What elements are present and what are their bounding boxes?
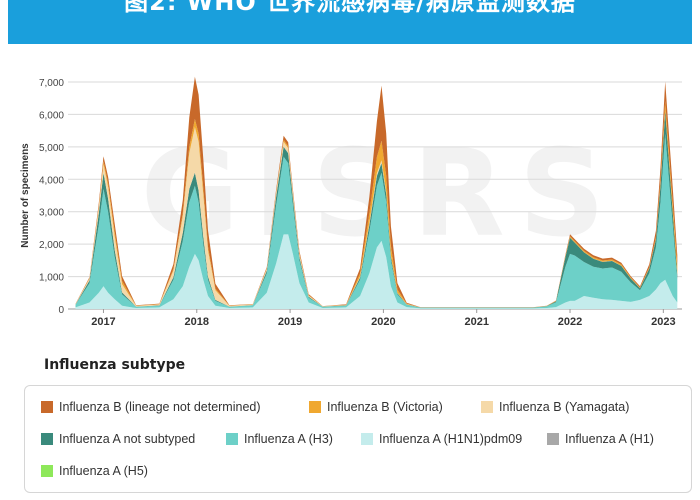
- legend-swatch: [361, 433, 373, 445]
- y-tick-label: 5,000: [39, 143, 64, 154]
- y-tick-label: 1,000: [39, 273, 64, 284]
- legend-item-a-h5[interactable]: Influenza A (H5): [41, 464, 148, 478]
- y-tick-label: 2,000: [39, 240, 64, 251]
- x-tick-label: 2017: [91, 316, 115, 328]
- legend-swatch: [309, 401, 321, 413]
- legend-swatch: [41, 433, 53, 445]
- legend-label: Influenza B (lineage not determined): [59, 400, 261, 414]
- legend-label: Influenza A not subtyped: [59, 432, 196, 446]
- legend-panel: Influenza B (lineage not determined) Inf…: [24, 385, 692, 493]
- y-tick-label: 3,000: [39, 208, 64, 219]
- legend-item-a-not-subtyped[interactable]: Influenza A not subtyped: [41, 432, 195, 446]
- legend-label: Influenza B (Yamagata): [499, 400, 630, 414]
- x-tick-label: 2020: [371, 316, 395, 328]
- legend-item-a-h3[interactable]: Influenza A (H3): [226, 432, 333, 446]
- legend-swatch: [226, 433, 238, 445]
- legend-label: Influenza A (H1N1)pdm09: [379, 432, 523, 446]
- x-tick-label: 2018: [185, 316, 209, 328]
- specimen-stacked-area-chart: GISRS01,0002,0003,0004,0005,0006,0007,00…: [20, 76, 682, 328]
- legend-title: Influenza subtype: [44, 357, 186, 373]
- y-axis-label: Number of specimens: [20, 143, 31, 248]
- x-tick-label: 2021: [464, 316, 488, 328]
- legend-item-a-h1[interactable]: Influenza A (H1): [547, 432, 654, 446]
- legend-label: Influenza B (Victoria): [327, 400, 443, 414]
- legend-label: Influenza A (H5): [59, 464, 148, 478]
- legend-swatch: [481, 401, 493, 413]
- legend-swatch: [41, 401, 53, 413]
- y-tick-label: 0: [58, 305, 64, 316]
- area-influenza-a-h3: [75, 133, 678, 309]
- y-tick-label: 7,000: [39, 78, 64, 89]
- legend-label: Influenza A (H1): [565, 432, 654, 446]
- y-tick-label: 4,000: [39, 175, 64, 186]
- area-influenza-a-h1n1-pdm09: [75, 234, 678, 309]
- banner-title: 图2: WHO 世界流感病毒/病原监测数据: [124, 0, 576, 16]
- y-tick-label: 6,000: [39, 110, 64, 121]
- x-tick-label: 2019: [278, 316, 302, 328]
- legend-label: Influenza A (H3): [244, 432, 333, 446]
- legend-swatch: [547, 433, 559, 445]
- x-tick-label: 2023: [651, 316, 675, 328]
- legend-item-a-h1n1pdm09[interactable]: Influenza A (H1N1)pdm09: [361, 432, 522, 446]
- legend-item-b-yamagata[interactable]: Influenza B (Yamagata): [481, 400, 629, 414]
- title-banner: 图2: WHO 世界流感病毒/病原监测数据: [8, 0, 692, 44]
- x-tick-label: 2022: [558, 316, 582, 328]
- legend-item-b-victoria[interactable]: Influenza B (Victoria): [309, 400, 443, 414]
- legend-swatch: [41, 465, 53, 477]
- legend-item-b-undetermined[interactable]: Influenza B (lineage not determined): [41, 400, 261, 414]
